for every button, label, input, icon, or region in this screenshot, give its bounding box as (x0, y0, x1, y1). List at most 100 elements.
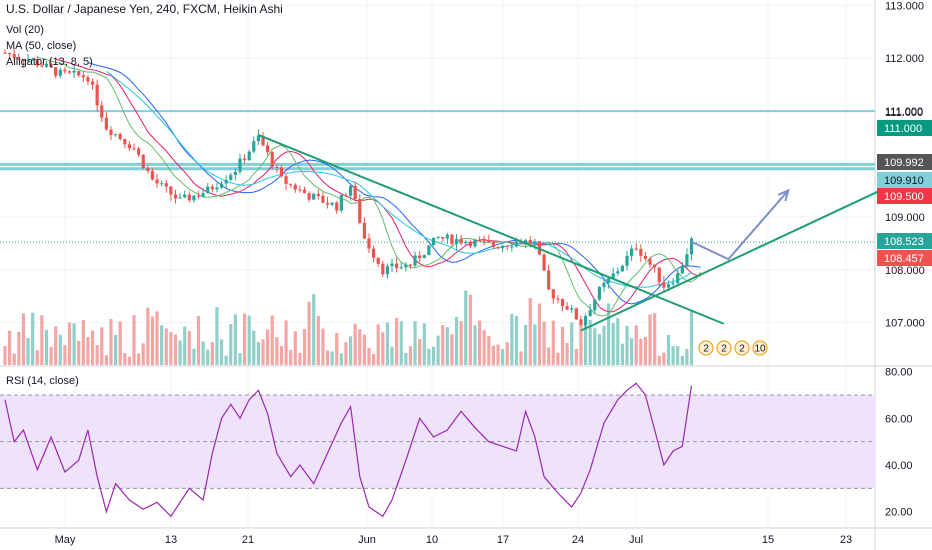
event-marker-0[interactable] (698, 340, 714, 356)
volume-bar (298, 352, 302, 365)
candle-body (298, 189, 302, 191)
candle-body (173, 194, 178, 199)
volume-bar (31, 312, 35, 365)
candle-body (606, 278, 611, 283)
candle-body (395, 263, 399, 269)
volume-bar (454, 316, 459, 365)
candle-body (372, 248, 376, 258)
alligator-jaw (87, 62, 701, 305)
candle-body (390, 263, 394, 267)
volume-bar (109, 319, 113, 365)
candle-body (482, 240, 486, 242)
candle-body (671, 282, 675, 285)
volume-bar (556, 352, 560, 365)
volume-bar (312, 294, 316, 365)
trendlines[interactable] (258, 133, 881, 332)
candle-body (560, 299, 565, 307)
indicator-vol[interactable]: Vol (20) (6, 24, 44, 36)
candle-body (547, 270, 551, 290)
candle-body (496, 247, 500, 249)
volume-bar (358, 329, 362, 365)
candle-body (376, 257, 380, 264)
volume-bar (270, 315, 274, 365)
x-tick-label: 24 (572, 534, 584, 546)
volume-bar (26, 338, 30, 365)
candle-body (109, 129, 113, 136)
volume-bar (275, 337, 279, 365)
volume-bar (127, 356, 132, 365)
volume-bar (242, 313, 247, 365)
volume-bar (662, 352, 666, 365)
candle-body (100, 105, 104, 118)
candle-body (31, 59, 35, 61)
volume-bar (293, 331, 297, 365)
volume-bar (155, 311, 159, 365)
rsi-series (4, 382, 693, 518)
candle-body (634, 248, 638, 250)
volume-bar (146, 307, 150, 365)
projection-path[interactable] (691, 189, 790, 261)
volume-bar (224, 355, 228, 365)
candle-body (689, 238, 694, 255)
axes: May 13 21 Jun 10 17 24 Jul 15 23 113.000 112.000 111… (55, 0, 925, 546)
volume-bar (666, 335, 671, 365)
price-tag-bg-5 (877, 233, 932, 249)
x-tick-label: 17 (497, 534, 509, 546)
candle-body (293, 184, 297, 190)
event-markers[interactable]: 2 2 2 10 (698, 340, 768, 356)
trendline-0[interactable] (258, 133, 725, 325)
rsi-tick-label: 80.00 (885, 367, 913, 379)
volume-bar (8, 330, 12, 365)
candle-body (118, 134, 122, 139)
event-marker-3[interactable] (752, 340, 768, 356)
candle-body (137, 148, 141, 155)
volume-bar (505, 342, 509, 365)
volume-bar (302, 329, 307, 365)
volume-bar (570, 322, 574, 365)
indicator-alligator[interactable]: Alligator (13, 8, 5) (6, 56, 93, 68)
candle-body (362, 222, 366, 239)
candle-body (266, 145, 270, 153)
alligator-teeth (55, 58, 701, 313)
candle-body (454, 239, 459, 244)
volume-bar (671, 346, 675, 365)
candle-body (542, 254, 546, 271)
volume-bar (427, 348, 431, 365)
candle-body (381, 263, 385, 275)
indicator-ma[interactable]: MA (50, close) (6, 40, 77, 52)
volume-bar (187, 331, 191, 365)
candle-body (657, 267, 661, 283)
price-tag-0: 111.000 (885, 107, 923, 119)
rsi-tick-label: 60.00 (885, 413, 913, 425)
candle-body (533, 241, 537, 244)
volume-bar (344, 342, 348, 365)
horizontal-levels (0, 110, 875, 243)
candle-body (602, 282, 606, 287)
trendline-1[interactable] (580, 189, 881, 332)
volume-bar (510, 314, 514, 365)
price-tag-bg-1 (877, 120, 932, 136)
volume-bar (247, 315, 251, 365)
candle-body (127, 144, 132, 149)
candle-body (367, 238, 371, 249)
price-tag-2: 109.992 (884, 157, 924, 169)
event-marker-1[interactable] (716, 340, 732, 356)
candle-body (680, 265, 684, 274)
volume-bar (620, 343, 625, 365)
event-marker-2[interactable] (734, 340, 750, 356)
volume-bar (606, 303, 611, 365)
projection-arrowhead[interactable] (777, 188, 790, 202)
volume-bar (201, 341, 205, 365)
x-tick-label: 23 (840, 534, 852, 546)
rsi-title[interactable]: RSI (14, close) (6, 375, 79, 387)
volume-bar (468, 294, 472, 365)
candle-body (275, 166, 279, 168)
volume-bar (325, 350, 330, 365)
projection-arrow[interactable] (691, 188, 790, 261)
rsi-band (0, 394, 875, 489)
rsi-tick-label: 40.00 (885, 460, 913, 472)
volume-bar (588, 319, 592, 365)
volume-bar (413, 321, 417, 365)
candle-body (160, 183, 164, 185)
